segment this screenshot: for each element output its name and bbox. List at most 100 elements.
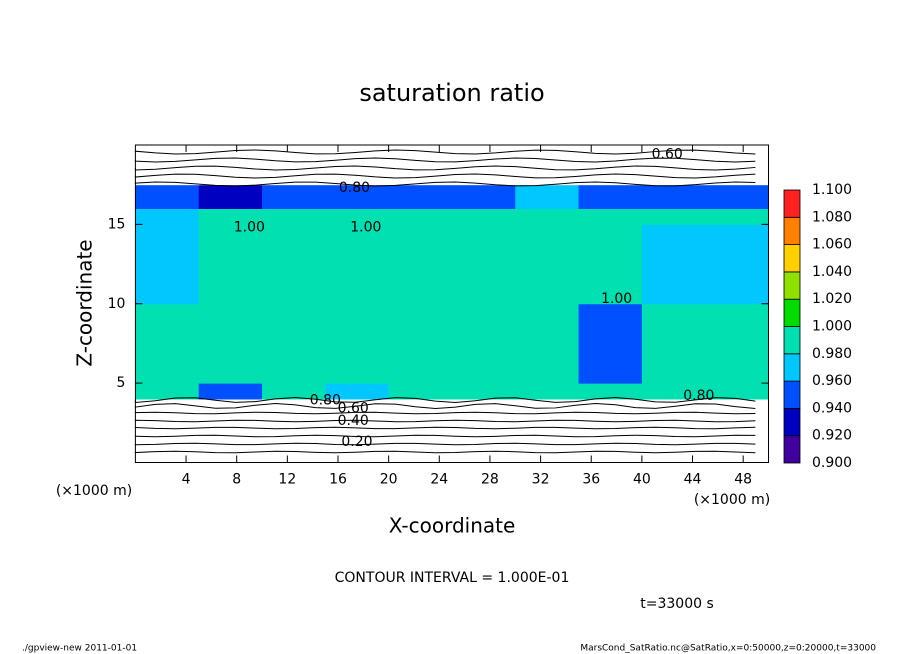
heat-cell (705, 303, 769, 384)
x-tick-label: 24 (430, 472, 448, 488)
colorbar-box (783, 326, 801, 355)
heat-cell (705, 208, 769, 225)
heat-cell (641, 303, 706, 384)
colorbar-box (783, 407, 801, 437)
heat-cell (325, 303, 390, 384)
contour-label: 0.80 (339, 180, 370, 196)
heat-cell (198, 145, 263, 186)
heat-cell (388, 208, 453, 225)
heat-cell (135, 303, 200, 384)
heat-cell (262, 303, 326, 384)
contour-label: 1.00 (601, 291, 632, 307)
heat-cell (325, 224, 390, 305)
x-tick-label: 16 (329, 472, 347, 488)
colorbar-box (783, 353, 801, 382)
colorbar-box (783, 271, 801, 300)
heat-cell (325, 208, 390, 225)
colorbar-box (783, 435, 801, 464)
heat-cell (262, 383, 326, 400)
heat-cell (451, 224, 516, 305)
colorbar-label: 0.960 (812, 373, 852, 389)
colorbar-box (783, 216, 801, 246)
footer-left: ./gpview-new 2011-01-01 (22, 644, 137, 654)
heat-cell (325, 383, 390, 400)
heat-cell (578, 208, 643, 225)
contour-label: 1.00 (350, 220, 381, 236)
heat-cell (198, 184, 263, 209)
colorbar-box (783, 298, 801, 327)
heat-cell (578, 184, 643, 209)
x-tick-label: 28 (481, 472, 499, 488)
x-tick-label: 8 (232, 472, 241, 488)
heat-cell (198, 303, 263, 384)
x-tick-label: 40 (633, 472, 651, 488)
contour-label: 0.20 (341, 434, 372, 450)
contour-line (134, 434, 756, 438)
heat-cell (705, 184, 769, 209)
contour-interval: CONTOUR INTERVAL = 1.000E-01 (335, 570, 570, 586)
colorbar-label: 0.900 (812, 455, 852, 471)
contour-label: 0.60 (652, 147, 683, 163)
heat-cell (515, 208, 580, 225)
heat-cell (578, 224, 643, 305)
contour-label: 0.80 (683, 388, 714, 404)
heat-cell (515, 303, 580, 384)
colorbar-label: 1.000 (812, 319, 852, 335)
heat-cell (388, 303, 453, 384)
contour-line (134, 403, 756, 409)
x-tick-label: 20 (380, 472, 398, 488)
x-tick-label: 32 (532, 472, 550, 488)
heat-cell (578, 145, 643, 186)
heat-cell (325, 184, 390, 209)
y-tick-label: 15 (108, 216, 126, 232)
contour-line (134, 411, 756, 415)
heat-cell (198, 383, 263, 400)
heat-cell (388, 184, 453, 209)
heat-cell (451, 208, 516, 225)
heat-cell (262, 208, 326, 225)
heat-cell (705, 399, 769, 463)
heat-cell (641, 184, 706, 209)
time-label: t=33000 s (640, 596, 714, 612)
contour-line (134, 442, 756, 446)
colorbar-label: 0.980 (812, 346, 852, 362)
heat-cell (135, 399, 200, 463)
footer-right: MarsCond_SatRatio.nc@SatRatio,x=0:50000,… (580, 644, 876, 654)
heat-cell (262, 224, 326, 305)
heat-cell (578, 383, 643, 400)
x-tick-label: 44 (684, 472, 702, 488)
contour-line (134, 165, 756, 171)
heat-cell (135, 145, 200, 186)
colorbar-label: 1.020 (812, 291, 852, 307)
heat-cell (515, 399, 580, 463)
contour-line (134, 419, 756, 423)
contour-label: 0.40 (338, 413, 369, 429)
x-tick-label: 48 (734, 472, 752, 488)
heat-cell (135, 184, 200, 209)
y-tick-label: 5 (116, 375, 125, 391)
heat-cell (705, 383, 769, 400)
colorbar-label: 1.040 (812, 264, 852, 280)
colorbar-label: 1.100 (812, 182, 852, 198)
heat-cell (641, 208, 706, 225)
x-tick-label: 12 (278, 472, 296, 488)
contour-label: 1.00 (234, 220, 265, 236)
contour-line (134, 181, 756, 187)
contour-line (134, 173, 756, 179)
colorbar-box (783, 189, 801, 218)
contour-label: 0.60 (338, 401, 369, 417)
contour-line (134, 149, 756, 155)
contour-label: 0.80 (310, 393, 341, 409)
x-axis-label: X-coordinate (389, 514, 516, 538)
heat-cell (515, 224, 580, 305)
x-tick-label: 4 (182, 472, 191, 488)
contour-line (134, 397, 756, 404)
contour-line (134, 450, 756, 454)
x-unit: (×1000 m) (694, 492, 770, 508)
heat-cell (388, 224, 453, 305)
contour-line (134, 157, 756, 163)
contour-line (134, 426, 756, 430)
heat-cell (451, 383, 516, 400)
heat-cell (641, 224, 706, 305)
